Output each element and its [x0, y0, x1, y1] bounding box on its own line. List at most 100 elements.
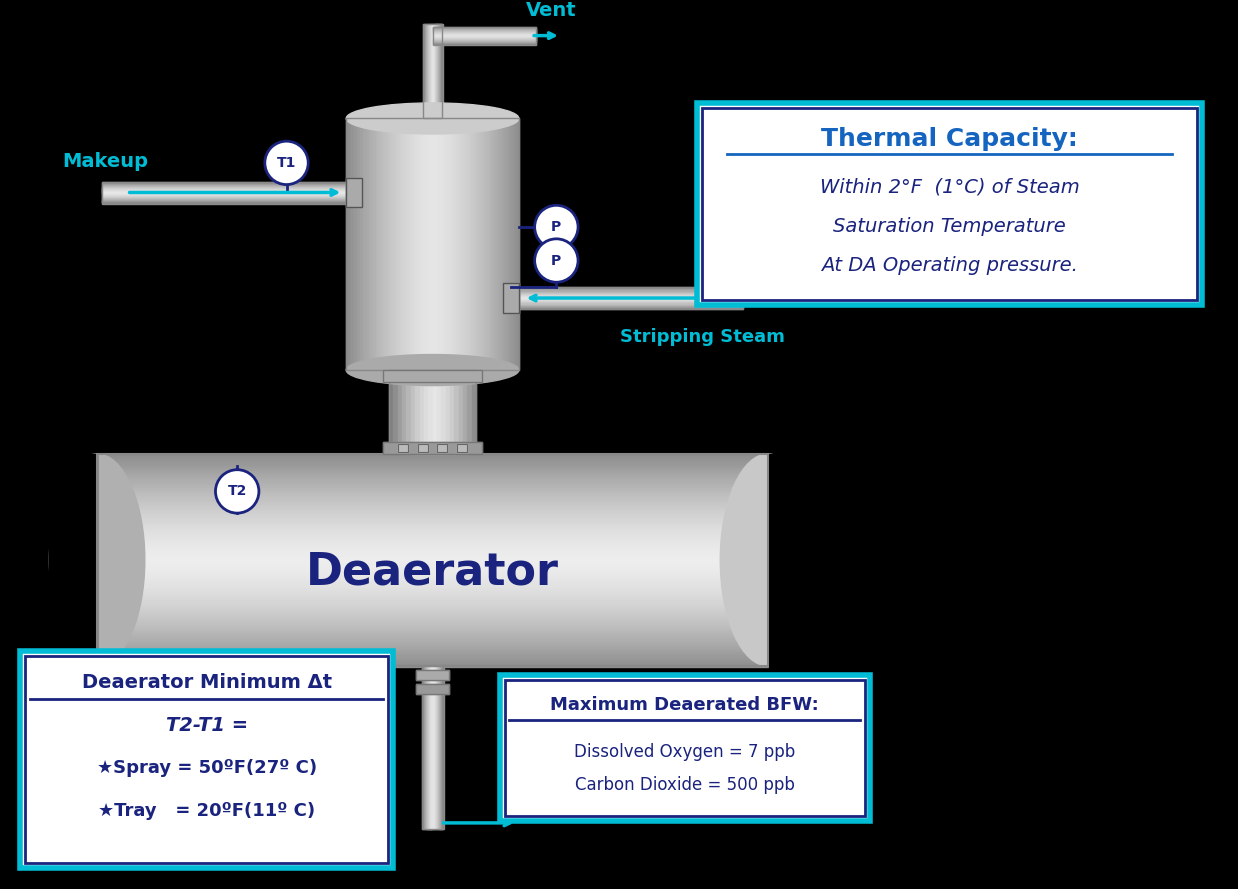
Bar [102, 196, 347, 198]
Bar [97, 467, 768, 469]
Bar [503, 284, 519, 313]
Bar [102, 201, 347, 203]
Bar [406, 118, 409, 370]
Bar [97, 651, 768, 653]
Bar [465, 118, 468, 370]
Bar [426, 118, 428, 370]
Bar [97, 653, 768, 656]
Circle shape [215, 469, 259, 513]
Bar [423, 666, 426, 829]
Bar [400, 118, 402, 370]
Bar [97, 539, 768, 541]
Bar [506, 118, 509, 370]
Text: ★Tray   = 20ºF(11º C): ★Tray = 20ºF(11º C) [98, 802, 316, 820]
Bar [97, 613, 768, 615]
Bar [431, 118, 433, 370]
Bar [102, 202, 347, 204]
Bar [102, 183, 347, 184]
FancyBboxPatch shape [702, 108, 1197, 300]
Bar [97, 461, 768, 463]
Bar [97, 583, 768, 586]
Bar [97, 594, 768, 597]
Bar [428, 370, 433, 454]
Bar [97, 579, 768, 581]
Text: P: P [551, 220, 562, 234]
Bar [432, 118, 435, 370]
Bar [425, 666, 427, 829]
Bar [406, 370, 411, 454]
Bar [97, 537, 768, 540]
Bar [437, 370, 442, 454]
Bar [416, 684, 449, 693]
Bar [97, 617, 768, 620]
Bar [97, 660, 768, 662]
Bar [432, 27, 536, 28]
Bar [355, 118, 357, 370]
Bar [503, 284, 519, 313]
Bar [475, 118, 478, 370]
Bar [462, 118, 464, 370]
Bar [102, 196, 347, 197]
Bar [102, 195, 347, 196]
Bar [97, 551, 768, 554]
Bar [442, 666, 444, 829]
Bar [97, 581, 768, 584]
Bar [438, 118, 439, 370]
Ellipse shape [347, 103, 519, 134]
Bar [347, 118, 348, 370]
Bar [472, 370, 477, 454]
Bar [513, 118, 514, 370]
Bar [463, 118, 465, 370]
Bar [97, 465, 768, 467]
Bar [97, 454, 768, 666]
Bar [427, 666, 428, 829]
Bar [97, 485, 768, 488]
Bar [427, 24, 430, 118]
Bar [97, 454, 768, 457]
Bar [97, 565, 768, 567]
Bar [383, 118, 385, 370]
Bar [432, 27, 536, 44]
Text: Carbon Dioxide = 500 ppb: Carbon Dioxide = 500 ppb [574, 776, 795, 795]
Bar [102, 189, 347, 191]
Bar [448, 118, 451, 370]
Bar [379, 118, 381, 370]
Bar [97, 477, 768, 480]
Bar [404, 118, 405, 370]
Bar [373, 118, 374, 370]
Bar [97, 520, 768, 522]
Bar [97, 545, 768, 548]
Bar [405, 118, 407, 370]
Bar [519, 302, 743, 304]
Bar [384, 118, 386, 370]
FancyBboxPatch shape [697, 103, 1202, 305]
Bar [347, 118, 519, 370]
Bar [432, 666, 435, 829]
Bar [478, 118, 479, 370]
Bar [437, 24, 438, 118]
Bar [102, 190, 347, 192]
Bar [428, 666, 430, 829]
Bar [435, 118, 437, 370]
Bar [384, 442, 482, 454]
Bar [438, 24, 439, 118]
Bar [97, 484, 768, 486]
Bar [97, 641, 768, 643]
Ellipse shape [347, 355, 519, 386]
Bar [97, 600, 768, 603]
Bar [409, 118, 411, 370]
Bar [519, 287, 743, 289]
Bar [97, 605, 768, 607]
Bar [422, 118, 425, 370]
Bar [432, 44, 536, 45]
Bar [360, 118, 363, 370]
Text: Within 2°F  (1°C) of Steam: Within 2°F (1°C) of Steam [820, 177, 1080, 196]
Bar [97, 661, 768, 664]
Bar [97, 505, 768, 508]
Text: At DA Operating pressure.: At DA Operating pressure. [821, 256, 1078, 275]
Bar [97, 516, 768, 518]
Bar [97, 571, 768, 573]
Bar [427, 118, 430, 370]
Text: T1: T1 [277, 156, 296, 170]
Bar [384, 370, 482, 382]
